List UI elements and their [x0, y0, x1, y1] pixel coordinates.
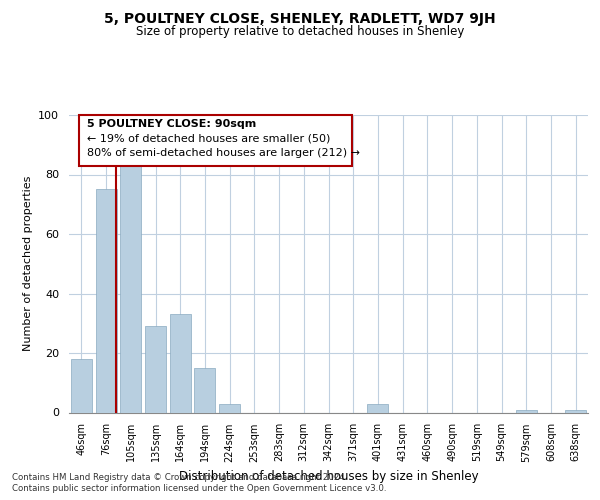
Bar — [194, 368, 215, 412]
Text: 80% of semi-detached houses are larger (212) →: 80% of semi-detached houses are larger (… — [86, 148, 359, 158]
Bar — [120, 162, 141, 412]
Bar — [170, 314, 191, 412]
Text: ← 19% of detached houses are smaller (50): ← 19% of detached houses are smaller (50… — [86, 134, 330, 143]
X-axis label: Distribution of detached houses by size in Shenley: Distribution of detached houses by size … — [179, 470, 478, 483]
Bar — [95, 190, 116, 412]
Text: Size of property relative to detached houses in Shenley: Size of property relative to detached ho… — [136, 25, 464, 38]
Bar — [516, 410, 537, 412]
Text: Contains public sector information licensed under the Open Government Licence v3: Contains public sector information licen… — [12, 484, 386, 493]
Text: 5, POULTNEY CLOSE, SHENLEY, RADLETT, WD7 9JH: 5, POULTNEY CLOSE, SHENLEY, RADLETT, WD7… — [104, 12, 496, 26]
Text: 5 POULTNEY CLOSE: 90sqm: 5 POULTNEY CLOSE: 90sqm — [86, 119, 256, 129]
Bar — [565, 410, 586, 412]
Y-axis label: Number of detached properties: Number of detached properties — [23, 176, 33, 352]
Bar — [145, 326, 166, 412]
Bar — [367, 404, 388, 412]
Bar — [71, 359, 92, 412]
Text: Contains HM Land Registry data © Crown copyright and database right 2024.: Contains HM Land Registry data © Crown c… — [12, 472, 347, 482]
Bar — [219, 404, 240, 412]
